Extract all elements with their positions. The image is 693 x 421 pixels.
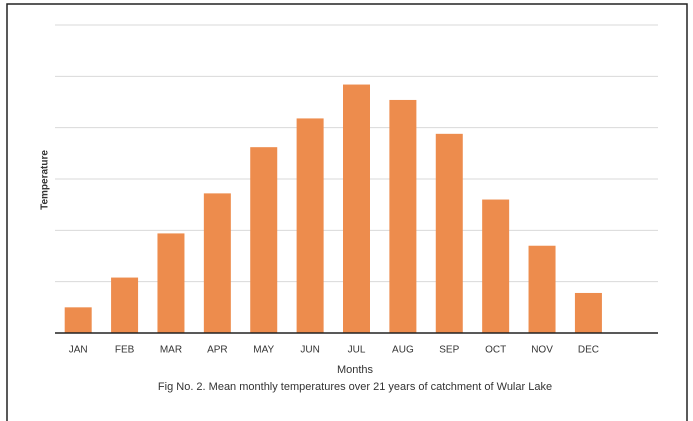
x-axis-label: Months — [337, 364, 374, 376]
x-tick-label: SEP — [439, 345, 459, 356]
x-tick-label: APR — [207, 345, 228, 356]
x-tick-label: MAY — [253, 345, 274, 356]
bar — [157, 233, 185, 333]
frame — [6, 3, 688, 421]
x-tick-label: DEC — [578, 345, 599, 356]
chart-title: Fig No. 2. Mean monthly temperatures ove… — [158, 381, 552, 393]
bar — [250, 147, 278, 333]
x-tick-label: MAR — [160, 345, 182, 356]
x-tick-label: NOV — [531, 345, 553, 356]
x-tick-label: AUG — [392, 345, 414, 356]
bar — [574, 292, 602, 333]
bar — [435, 133, 463, 333]
bar — [528, 245, 556, 333]
bar — [296, 118, 324, 333]
x-tick-label: JUN — [300, 345, 319, 356]
x-tick-label: JAN — [69, 345, 88, 356]
bar — [482, 199, 510, 333]
x-tick-label: OCT — [485, 345, 506, 356]
y-axis-label: Temperature — [40, 150, 51, 210]
bar — [343, 84, 370, 334]
bar — [64, 307, 92, 333]
x-tick-label: JUL — [348, 345, 366, 356]
x-tick-label: FEB — [115, 345, 135, 356]
bar — [111, 277, 139, 333]
bar — [389, 99, 417, 334]
bar — [203, 193, 231, 333]
